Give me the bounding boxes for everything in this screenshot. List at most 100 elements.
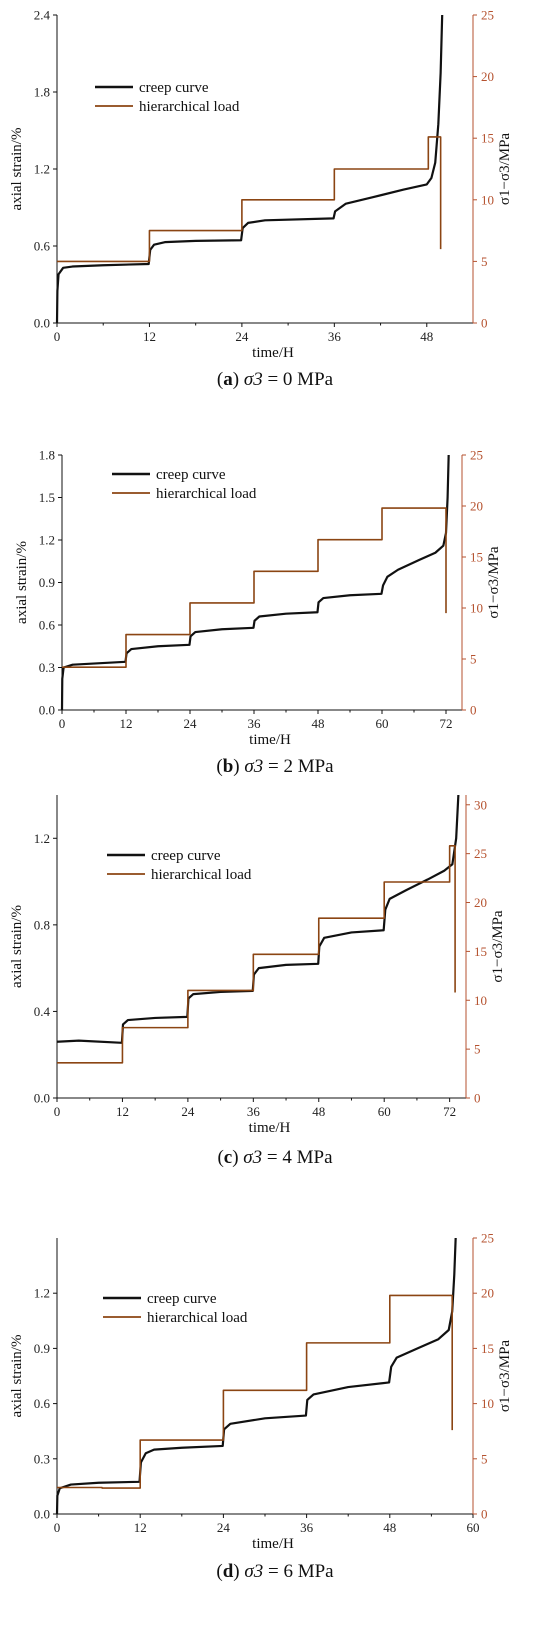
y-tick-label: 0.8 <box>34 917 50 932</box>
panel-caption: (d) σ3 = 6 MPa <box>216 1561 334 1582</box>
y-tick-label: 0.9 <box>39 575 55 590</box>
x-tick-label: 72 <box>440 716 453 731</box>
x-tick-label: 72 <box>443 1104 456 1119</box>
caption-value: = 6 MPa <box>263 1561 334 1582</box>
y2-tick-label: 20 <box>481 1286 494 1301</box>
x-axis-label: time/H <box>249 732 291 748</box>
y2-tick-label: 0 <box>481 316 488 331</box>
y-tick-label: 1.2 <box>34 1286 50 1301</box>
y2-axis-label: σ1−σ3/MPa <box>490 910 506 982</box>
caption-letter: d <box>223 1561 234 1582</box>
x-tick-label: 12 <box>120 716 133 731</box>
y2-tick-label: 10 <box>481 192 494 207</box>
x-tick-label: 48 <box>312 1104 325 1119</box>
y-axis-label: axial strain/% <box>9 128 25 211</box>
y-tick-label: 0.0 <box>34 316 50 331</box>
series-creep-curve <box>56 794 460 1044</box>
y2-tick-label: 15 <box>470 550 483 565</box>
y-tick-label: 0.3 <box>34 1451 50 1466</box>
y2-tick-label: 0 <box>474 1091 481 1106</box>
y2-tick-label: 0 <box>470 703 477 718</box>
x-tick-label: 24 <box>181 1104 195 1119</box>
caption-letter: c <box>224 1147 232 1168</box>
y-tick-label: 0.6 <box>39 618 56 633</box>
y2-tick-label: 20 <box>470 499 483 514</box>
x-tick-label: 24 <box>184 716 198 731</box>
caption-open: ( <box>216 756 222 777</box>
y2-tick-label: 0 <box>481 1507 488 1522</box>
y-tick-label: 0.9 <box>34 1341 50 1356</box>
y2-tick-label: 10 <box>481 1396 494 1411</box>
x-tick-label: 0 <box>54 329 61 344</box>
x-tick-label: 48 <box>312 716 325 731</box>
series-hierarchical-load <box>57 1294 453 1489</box>
legend-label: hierarchical load <box>156 486 257 502</box>
chart-panel-c: 0 12 24 36 48 60 72 0.0 0.4 0.8 1.2 0 5 10 15 20 25 30 tim… <box>9 794 506 1168</box>
caption-sigma: σ3 <box>244 369 263 390</box>
x-tick-label: 0 <box>54 1104 61 1119</box>
y2-tick-label: 15 <box>481 1341 494 1356</box>
y2-tick-label: 5 <box>481 1451 488 1466</box>
x-axis-label: time/H <box>252 345 294 361</box>
series-hierarchical-load <box>57 136 442 263</box>
caption-value: = 2 MPa <box>263 756 334 777</box>
x-tick-label: 24 <box>217 1520 231 1535</box>
x-tick-label: 36 <box>247 1104 261 1119</box>
x-tick-label: 12 <box>143 329 156 344</box>
y2-tick-label: 20 <box>481 69 494 84</box>
caption-close: ) <box>233 369 244 390</box>
panel-caption: (c) σ3 = 4 MPa <box>217 1147 333 1168</box>
y-tick-label: 2.4 <box>34 8 51 23</box>
caption-close: ) <box>233 756 244 777</box>
y2-axis-label: σ1−σ3/MPa <box>497 133 513 205</box>
x-tick-label: 0 <box>59 716 66 731</box>
caption-value: = 4 MPa <box>262 1147 333 1168</box>
y2-tick-label: 25 <box>474 846 487 861</box>
y2-tick-label: 5 <box>481 254 488 269</box>
chart-panel-a: 0 12 24 36 48 0.0 0.6 1.2 1.8 2.4 0 5 10 15 20 25 time/H… <box>9 8 513 391</box>
y-tick-label: 0.3 <box>39 660 55 675</box>
x-tick-label: 36 <box>248 716 262 731</box>
legend-label: hierarchical load <box>151 867 252 883</box>
y2-tick-label: 30 <box>474 797 487 812</box>
series-creep-curve <box>55 1237 457 1515</box>
series-creep-curve <box>55 14 444 324</box>
y2-tick-label: 25 <box>481 8 494 23</box>
y2-tick-label: 5 <box>470 652 477 667</box>
y-tick-label: 1.5 <box>39 490 55 505</box>
caption-letter: a <box>223 369 233 390</box>
legend-label: hierarchical load <box>147 1310 248 1326</box>
series-hierarchical-load <box>62 507 447 668</box>
legend-label: creep curve <box>139 80 209 96</box>
y2-axis-label: σ1−σ3/MPa <box>497 1340 513 1412</box>
caption-open: ( <box>216 1561 222 1582</box>
x-axis-label: time/H <box>249 1120 291 1136</box>
caption-letter: b <box>223 756 234 777</box>
y-tick-label: 1.2 <box>39 533 55 548</box>
chart-panel-d: 0 12 24 36 48 60 0.0 0.3 0.6 0.9 1.2 0 5 10 15 20 25 time… <box>9 1231 513 1583</box>
y-tick-label: 0.0 <box>34 1091 50 1106</box>
y2-tick-label: 10 <box>474 993 487 1008</box>
y-axis-label: axial strain/% <box>9 1335 25 1418</box>
panel-caption: (a) σ3 = 0 MPa <box>217 369 334 390</box>
panel-caption: (b) σ3 = 2 MPa <box>216 756 334 777</box>
legend-label: creep curve <box>151 848 221 864</box>
caption-value: = 0 MPa <box>263 369 334 390</box>
caption-sigma: σ3 <box>243 1147 262 1168</box>
legend-label: hierarchical load <box>139 99 240 115</box>
x-tick-label: 60 <box>467 1520 480 1535</box>
x-tick-label: 48 <box>383 1520 396 1535</box>
y2-tick-label: 25 <box>481 1231 494 1246</box>
y-tick-label: 1.8 <box>34 85 50 100</box>
y-tick-label: 1.8 <box>39 448 55 463</box>
y-tick-label: 1.2 <box>34 162 50 177</box>
x-tick-label: 36 <box>300 1520 314 1535</box>
y-tick-label: 0.0 <box>39 703 55 718</box>
x-tick-label: 12 <box>134 1520 147 1535</box>
caption-open: ( <box>217 369 223 390</box>
x-tick-label: 36 <box>328 329 342 344</box>
y2-tick-label: 5 <box>474 1042 481 1057</box>
x-tick-label: 24 <box>235 329 249 344</box>
